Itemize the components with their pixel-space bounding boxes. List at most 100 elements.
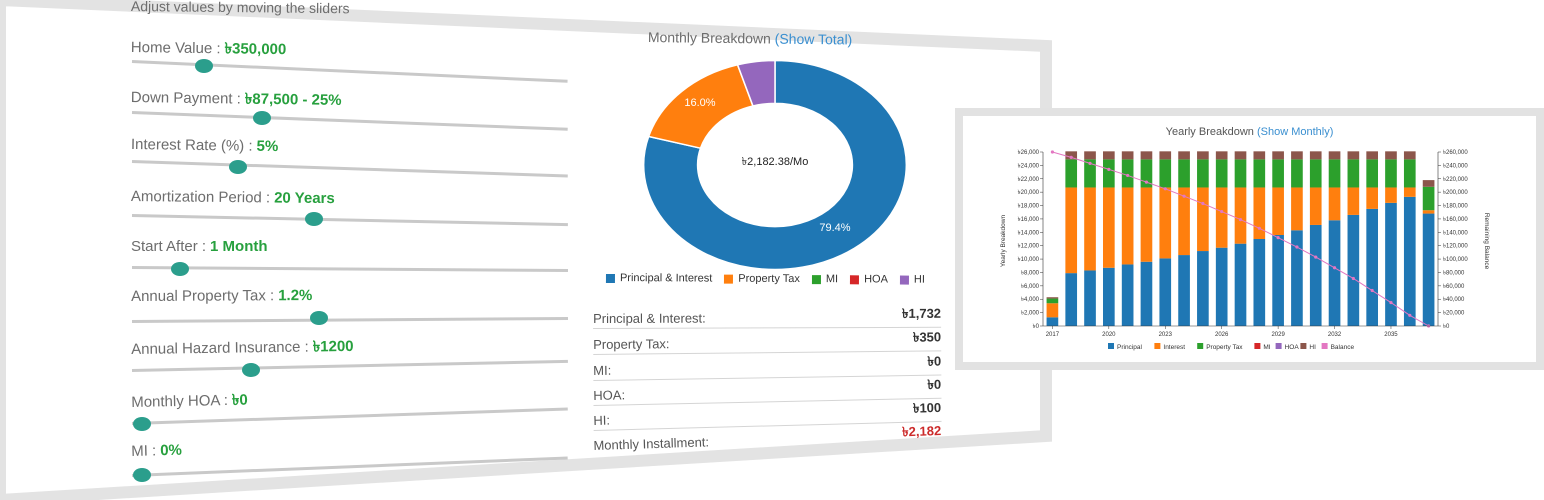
bar-principal[interactable] [1140,261,1153,326]
bar-property-tax[interactable] [1291,159,1303,188]
balance-point[interactable] [1370,288,1374,293]
legend-item[interactable]: HI [899,274,925,286]
property-tax-slider[interactable]: Annual Property Tax :1.2% [131,287,571,305]
bar-property-tax[interactable] [1103,159,1115,188]
legend-label-hi[interactable]: HI [1309,344,1316,351]
balance-point[interactable] [1276,236,1280,240]
bar-interest[interactable] [1422,210,1435,214]
balance-point[interactable] [1332,266,1337,270]
bar-interest[interactable] [1234,187,1247,244]
bar-hi[interactable] [1046,297,1059,299]
balance-point[interactable] [1351,276,1355,281]
show-monthly-link[interactable]: (Show Monthly) [1256,126,1334,138]
bar-interest[interactable] [1309,187,1322,225]
bar-property-tax[interactable] [1215,159,1228,188]
balance-point[interactable] [1220,209,1224,214]
bar-hi[interactable] [1385,151,1397,160]
legend-label-interest[interactable]: Interest [1163,344,1185,351]
bar-property-tax[interactable] [1065,159,1078,188]
bar-principal[interactable] [1422,213,1435,326]
bar-property-tax[interactable] [1272,159,1284,188]
slider-handle[interactable] [195,59,213,73]
bar-principal[interactable] [1272,234,1284,326]
bar-property-tax[interactable] [1253,159,1266,188]
bar-principal[interactable] [1385,202,1397,326]
bar-principal[interactable] [1309,224,1322,326]
slider-handle[interactable] [253,111,271,125]
legend-label-mi[interactable]: MI [1263,344,1270,351]
bar-hi[interactable] [1403,151,1416,160]
bar-principal[interactable] [1159,258,1172,326]
slider-handle[interactable] [133,468,151,482]
bar-interest[interactable] [1253,187,1266,239]
bar-hi[interactable] [1366,151,1378,160]
bar-property-tax[interactable] [1403,159,1416,188]
bar-property-tax[interactable] [1234,159,1247,188]
bar-property-tax[interactable] [1159,159,1172,188]
bar-property-tax[interactable] [1328,159,1341,188]
bar-interest[interactable] [1366,187,1378,209]
bar-principal[interactable] [1197,251,1209,326]
start-after-slider[interactable]: Start After :1 Month [131,238,571,255]
bar-hi[interactable] [1347,151,1360,160]
bar-interest[interactable] [1103,187,1115,268]
slider-handle[interactable] [310,311,328,325]
bar-hi[interactable] [1159,151,1172,160]
bar-interest[interactable] [1159,187,1172,259]
mi-slider[interactable]: MI :0% [131,442,571,460]
legend-item[interactable]: Principal & Interest [605,272,712,285]
show-total-link[interactable]: (Show Total) [774,30,853,48]
bar-principal[interactable] [1103,267,1115,326]
bar-principal[interactable] [1253,239,1266,326]
bar-property-tax[interactable] [1084,159,1096,188]
bar-property-tax[interactable] [1121,159,1134,188]
home-value-slider[interactable]: Home Value : ৳350,000 [131,36,571,61]
bar-interest[interactable] [1065,187,1078,274]
bar-interest[interactable] [1215,187,1228,248]
bar-hi[interactable] [1328,151,1341,160]
bar-principal[interactable] [1046,317,1059,326]
bar-principal[interactable] [1366,208,1378,326]
legend-label-property-tax[interactable]: Property Tax [1206,344,1243,351]
bar-principal[interactable] [1215,247,1228,326]
donut-slice-hi[interactable] [736,60,776,107]
balance-point[interactable] [1238,217,1243,222]
bar-principal[interactable] [1328,220,1341,326]
balance-point[interactable] [1201,201,1205,206]
bar-hi[interactable] [1178,151,1190,160]
bar-property-tax[interactable] [1046,298,1059,304]
slider-handle[interactable] [171,262,189,276]
bar-interest[interactable] [1121,187,1134,265]
bar-principal[interactable] [1403,196,1416,326]
bar-interest[interactable] [1328,187,1341,221]
balance-point[interactable] [1389,300,1393,305]
bar-hi[interactable] [1084,151,1096,160]
legend-item[interactable]: Property Tax [724,273,800,285]
amortization-slider[interactable]: Amortization Period :20 Years [131,188,571,207]
bar-principal[interactable] [1234,243,1247,326]
slider-handle[interactable] [242,363,260,377]
balance-point[interactable] [1182,194,1186,198]
bar-interest[interactable] [1347,187,1360,215]
balance-point[interactable] [1107,167,1111,171]
bar-principal[interactable] [1291,230,1303,326]
interest-rate-slider[interactable]: Interest Rate (%) :5% [131,136,571,155]
balance-point[interactable] [1295,245,1299,249]
balance-point[interactable] [1144,180,1149,184]
bar-interest[interactable] [1046,303,1059,318]
bar-property-tax[interactable] [1140,159,1153,188]
bar-principal[interactable] [1065,273,1078,326]
bar-property-tax[interactable] [1347,159,1360,188]
balance-point[interactable] [1126,173,1130,178]
bar-interest[interactable] [1291,187,1303,231]
legend-label-balance[interactable]: Balance [1331,344,1355,351]
bar-property-tax[interactable] [1422,186,1435,211]
slider-handle[interactable] [229,160,247,174]
bar-hi[interactable] [1140,151,1153,160]
bar-hi[interactable] [1234,151,1247,160]
bar-principal[interactable] [1121,264,1134,326]
bar-interest[interactable] [1197,187,1209,252]
legend-label-principal[interactable]: Principal [1117,344,1142,351]
bar-interest[interactable] [1140,187,1153,262]
bar-interest[interactable] [1178,187,1190,256]
